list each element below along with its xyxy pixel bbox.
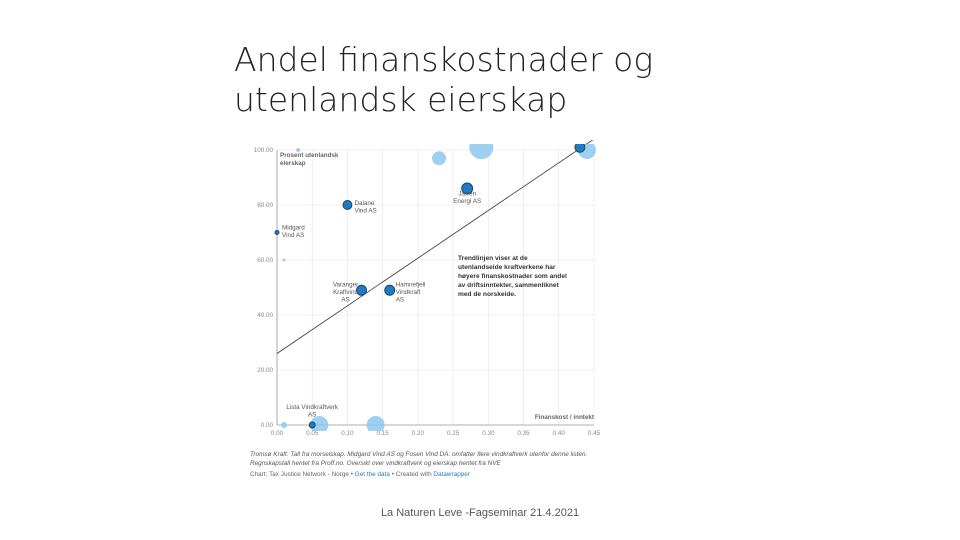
- trend-annotation: Trendlinjen viser at de utenlandseide kra…: [458, 255, 567, 298]
- x-tick-label: 0.00: [271, 430, 284, 437]
- point-label-line: Vind AS: [282, 232, 304, 239]
- point-label-line: Vind AS: [354, 208, 376, 215]
- point-label-line: Energi AS: [453, 198, 481, 205]
- data-point: [296, 148, 301, 152]
- trend-annotation-line: Trendlinjen viser at de: [458, 255, 528, 262]
- data-point: [356, 284, 367, 296]
- point-label-line: Dalane: [354, 200, 374, 207]
- y-tick-label: 100.00: [254, 147, 274, 154]
- trend-layer: [276, 140, 594, 354]
- data-point: [342, 200, 353, 210]
- trend-annotation-line: høyere finanskostnader som andel: [458, 273, 567, 280]
- x-axis-title: Finanskost / inntekt: [535, 414, 595, 421]
- data-point: [366, 416, 385, 431]
- scatter-chart: 0.00 0.05 0.10 0.15 0.20 0.25 0.30 0.35 0.40 0.45…: [254, 140, 601, 437]
- point-label-line: Hamnefjell: [396, 281, 426, 288]
- y-tick-label: 20.00: [257, 367, 273, 374]
- point-label-line: Lista Vindkraftverk: [286, 404, 339, 411]
- x-tick-label: 0.05: [306, 430, 319, 437]
- y-tick-label: 80.00: [257, 202, 273, 209]
- point-label-line: AS: [308, 412, 316, 419]
- data-point: [384, 284, 396, 296]
- point-label: Varanger Kraftvind AS: [333, 281, 359, 303]
- data-point: [282, 258, 286, 262]
- point-layer: [274, 144, 596, 431]
- point-label-line: Vindkraft: [396, 289, 421, 296]
- slide-footer: La Naturen Leve -Fagseminar 21.4.2021: [380, 507, 580, 519]
- point-label-line: Varanger: [333, 281, 358, 288]
- y-tick-label: 40.00: [257, 312, 273, 319]
- x-tick-label: 0.45: [588, 430, 601, 437]
- data-point: [574, 144, 586, 153]
- credit-mid: • Created with: [389, 471, 434, 478]
- data-point: [274, 230, 280, 235]
- slide-title-line-1: Andel finanskostnader og: [234, 40, 654, 79]
- y-tick-label: 0.00: [261, 422, 274, 429]
- credit-prefix: Chart: Tax Justice Network - Norge •: [250, 471, 355, 478]
- data-point: [469, 144, 494, 160]
- y-axis-title: Prosent utenlandsk: [280, 152, 339, 159]
- data-point: [281, 422, 288, 428]
- datawrapper-link[interactable]: Datawrapper: [433, 471, 470, 478]
- x-tick-label: 0.25: [447, 430, 460, 437]
- y-tick-label: 60.00: [257, 257, 273, 264]
- axis-layer: 0.00 0.05 0.10 0.15 0.20 0.25 0.30 0.35 0.40 0.45…: [254, 147, 601, 437]
- data-point: [432, 151, 447, 166]
- point-label-line: Jæren: [458, 191, 476, 198]
- get-the-data-link[interactable]: Get the data: [354, 471, 390, 478]
- data-point: [461, 182, 474, 195]
- point-label-line: Kraftvind: [333, 289, 358, 296]
- trend-line: [276, 140, 594, 354]
- point-label: Jæren Energi AS: [453, 191, 481, 206]
- slide-title-line-2: utenlandsk eierskap: [234, 80, 568, 119]
- x-tick-label: 0.15: [377, 430, 390, 437]
- point-label: Lista Vindkraftverk AS: [286, 404, 339, 419]
- chart-note: Tromsø Kraft: Tall fra morselskap. Midga…: [250, 451, 588, 467]
- y-axis-title: eierskap: [280, 160, 306, 167]
- point-label: Dalane Vind AS: [354, 200, 376, 215]
- x-tick-label: 0.20: [412, 430, 425, 437]
- point-label-line: Midgard: [282, 225, 305, 232]
- trend-annotation-line: med de norskeide.: [458, 291, 516, 298]
- point-label-line: AS: [341, 296, 349, 303]
- x-tick-label: 0.35: [517, 430, 530, 437]
- slide-title: Andel finanskostnader og utenlandsk eier…: [234, 40, 754, 120]
- point-label-line: AS: [396, 296, 404, 303]
- trend-annotation-line: av driftsinntekter, sammenliknet: [458, 282, 560, 289]
- point-label: Midgard Vind AS: [282, 225, 305, 240]
- x-tick-label: 0.30: [482, 430, 495, 437]
- data-point: [308, 421, 316, 429]
- trend-annotation-line: utenlandseide kraftverkene har: [458, 264, 556, 271]
- x-tick-label: 0.10: [341, 430, 354, 437]
- chart-credit: Chart: Tax Justice Network - Norge • Get…: [250, 470, 610, 479]
- x-tick-label: 0.40: [553, 430, 566, 437]
- point-label: Hamnefjell Vindkraft AS: [396, 281, 426, 303]
